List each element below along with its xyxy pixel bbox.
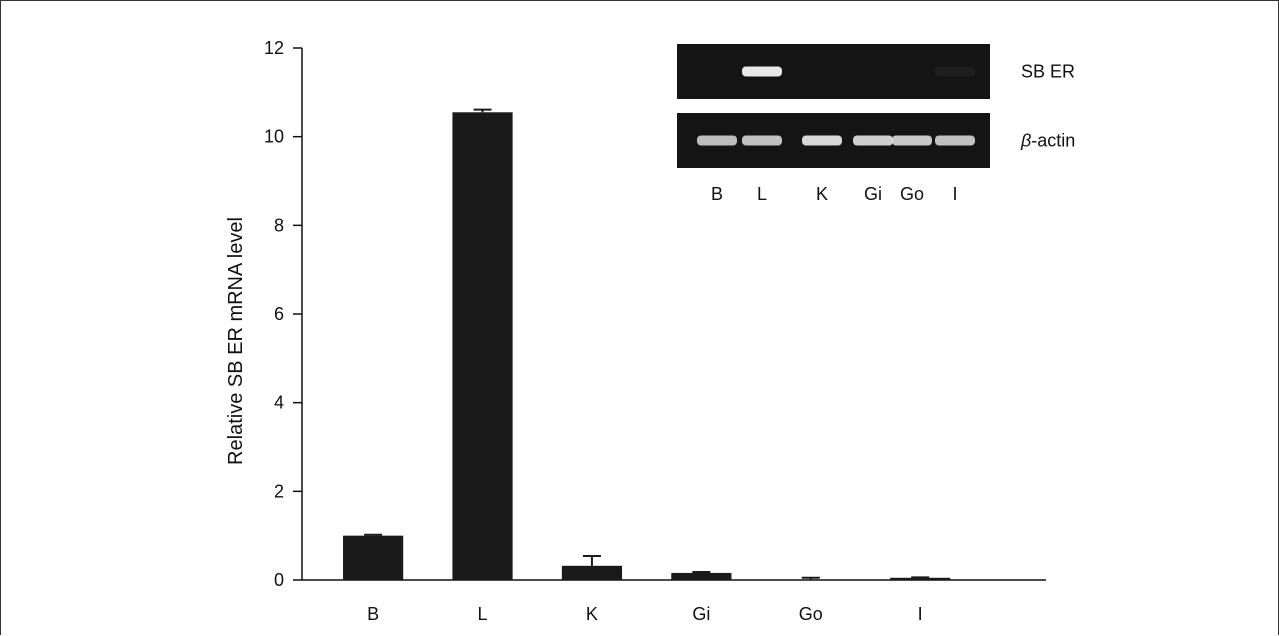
gel-row-label: β-actin (1020, 131, 1075, 151)
tick-labels: 0 2 4 6 8 10 12 B L K Gi Go I (264, 38, 923, 624)
bar-b (343, 535, 404, 580)
bars (343, 112, 951, 581)
bar-i (890, 577, 951, 580)
bar-k (561, 565, 623, 580)
y-axis-title: Relative SB ER mRNA level (225, 217, 247, 465)
x-tick-label: Gi (692, 604, 710, 624)
gel-lane-label: B (711, 184, 723, 204)
gel-lane-label: Go (900, 184, 924, 204)
gel-lane-label: L (757, 184, 767, 204)
gel-band (892, 135, 932, 146)
y-tick-label: 0 (274, 570, 284, 590)
gel-band (742, 135, 782, 146)
gel-band (935, 135, 975, 146)
gel-row-label: SB ER (1021, 62, 1075, 82)
y-tick-label: 8 (274, 215, 284, 235)
y-tick-label: 2 (274, 481, 284, 501)
gel-lane-label: Gi (864, 184, 882, 204)
y-tick-label: 6 (274, 304, 284, 324)
y-tick-label: 12 (264, 38, 284, 58)
gel-lane-label: K (816, 184, 828, 204)
gel-band (802, 135, 842, 146)
y-tick-label: 4 (274, 393, 284, 413)
x-tick-label: B (367, 604, 379, 624)
x-tick-label: L (478, 604, 488, 624)
bar-gi (671, 572, 732, 580)
x-tick-label: Go (799, 604, 823, 624)
gel-band (697, 135, 737, 146)
gel-band (853, 135, 893, 146)
gel-lane-label: I (952, 184, 957, 204)
gel-inset: SB ER β-actin B L K Gi Go I (677, 44, 1075, 204)
bar-l (452, 112, 513, 581)
x-tick-label: K (586, 604, 598, 624)
y-tick-label: 10 (264, 127, 284, 147)
gel-strip (677, 44, 990, 99)
gel-band (742, 66, 782, 77)
gel-band (935, 66, 975, 77)
x-tick-label: I (918, 604, 923, 624)
error-bars (364, 108, 930, 580)
